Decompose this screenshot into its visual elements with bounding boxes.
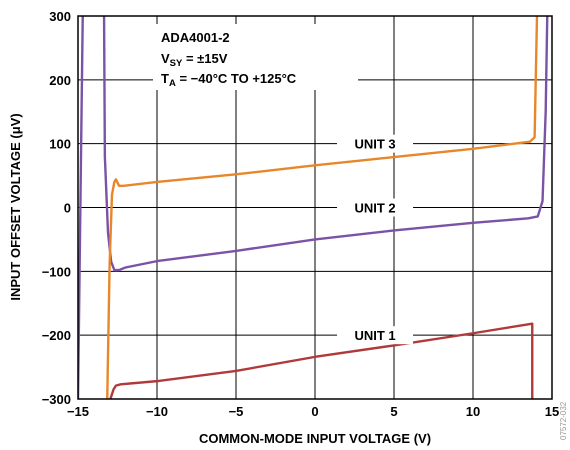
unit-2-label-background <box>337 198 414 217</box>
unit-3-line <box>106 16 539 399</box>
x-tick-label: 10 <box>466 404 480 419</box>
unit-3-label: UNIT 3 <box>354 137 395 152</box>
x-tick-label: −10 <box>146 404 168 419</box>
unit-1-label-background <box>337 326 414 345</box>
series-layer <box>78 16 549 399</box>
tick-labels: −15 −10 −5 0 5 10 15 300 200 100 0 −100 −200 −300 <box>42 9 560 419</box>
supply-voltage-note: VSY = ±15V <box>161 51 228 69</box>
annotation: ADA4001-2 VSY = ±15V TA = −40°C TO +125°… <box>153 24 358 90</box>
y-axis-title: INPUT OFFSET VOLTAGE (μV) <box>8 113 23 300</box>
x-tick-label: 5 <box>390 404 397 419</box>
unit-3-label-background <box>337 134 414 153</box>
temperature-note: TA = −40°C TO +125°C <box>161 71 297 89</box>
y-tick-label: 100 <box>49 137 71 152</box>
series-labels: UNIT 1 UNIT 2 UNIT 3 <box>337 134 414 345</box>
part-number: ADA4001-2 <box>161 30 230 45</box>
unit-2-line <box>78 16 549 399</box>
plot-frame <box>77 15 553 400</box>
unit-2-label: UNIT 2 <box>354 201 395 216</box>
y-tick-label: −100 <box>42 264 71 279</box>
unit-1-line <box>109 322 534 399</box>
y-tick-label: 200 <box>49 73 71 88</box>
x-tick-label: −15 <box>67 404 89 419</box>
y-tick-label: 300 <box>49 9 71 24</box>
y-tick-label: −300 <box>42 392 71 407</box>
figure-code: 07572-032 <box>559 401 568 440</box>
x-tick-label: −5 <box>229 404 244 419</box>
unit-1-label: UNIT 1 <box>354 328 395 343</box>
y-tick-label: 0 <box>64 201 71 216</box>
y-tick-label: −200 <box>42 328 71 343</box>
x-tick-label: 0 <box>311 404 318 419</box>
x-tick-label: 15 <box>545 404 559 419</box>
annotation-background <box>153 24 358 90</box>
x-axis-title: COMMON-MODE INPUT VOLTAGE (V) <box>199 431 431 446</box>
